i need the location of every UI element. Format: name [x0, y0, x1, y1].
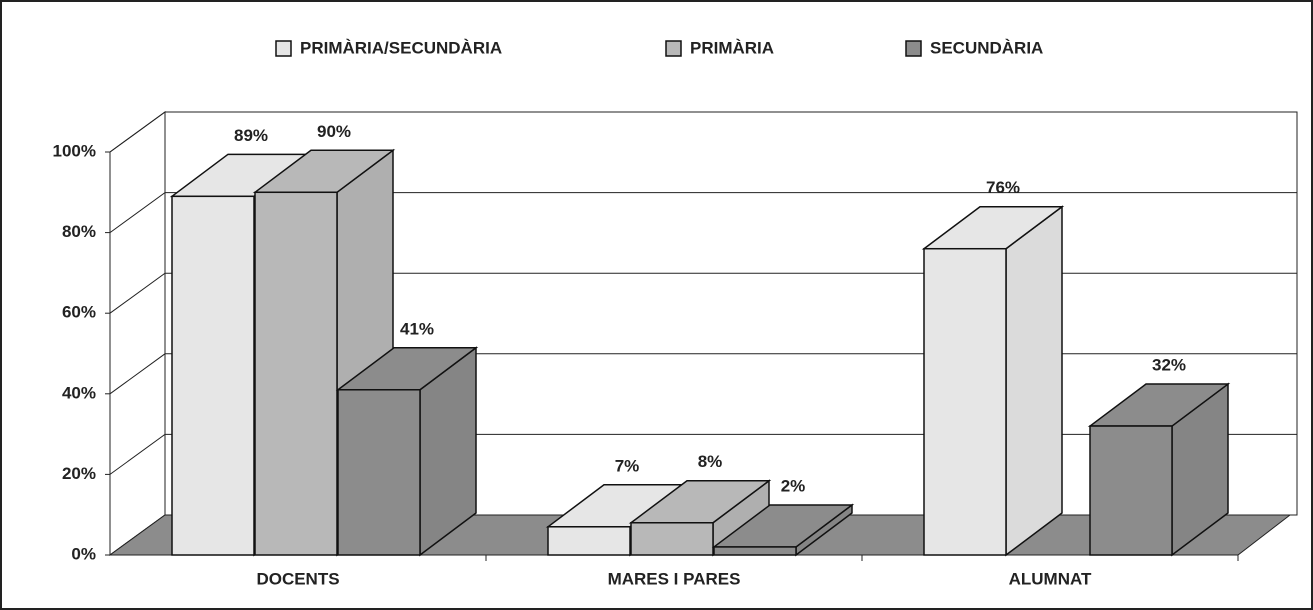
- bar-front: [1089, 425, 1173, 556]
- x-tick-label: MARES I PARES: [608, 569, 741, 588]
- bar: [335, 346, 479, 557]
- bar-front: [547, 526, 631, 556]
- data-label: 89%: [234, 126, 268, 145]
- legend-label: PRIMÀRIA: [690, 38, 774, 57]
- data-label: 41%: [400, 319, 434, 338]
- data-label: 32%: [1152, 356, 1186, 375]
- x-tick-label: DOCENTS: [256, 569, 339, 588]
- bar-front: [254, 191, 338, 556]
- bar-front: [713, 546, 797, 556]
- legend-swatch: [905, 40, 922, 57]
- bar: [711, 503, 855, 557]
- y-tick-label: 40%: [62, 383, 96, 402]
- data-label: 7%: [615, 456, 640, 475]
- y-tick-label: 80%: [62, 222, 96, 241]
- data-label: 76%: [986, 178, 1020, 197]
- bar: [1087, 382, 1231, 557]
- grid-line: [109, 433, 1297, 475]
- y-tick-label: 60%: [62, 303, 96, 322]
- bar-front: [630, 522, 714, 556]
- bar-front: [171, 195, 255, 556]
- data-label: 2%: [781, 476, 806, 495]
- y-tick-label: 0%: [71, 544, 96, 563]
- bar-front: [337, 389, 421, 556]
- bar-side: [1005, 205, 1063, 557]
- legend-swatch: [665, 40, 682, 57]
- y-tick-label: 100%: [53, 141, 96, 160]
- grid-line: [109, 272, 1297, 314]
- bar-front: [923, 247, 1007, 556]
- bar: [921, 205, 1065, 557]
- legend-label: PRIMÀRIA/SECUNDÀRIA: [300, 38, 502, 57]
- y-tick-label: 20%: [62, 464, 96, 483]
- data-label: 90%: [317, 122, 351, 141]
- x-tick-label: ALUMNAT: [1009, 569, 1092, 588]
- grid-line: [109, 192, 1297, 234]
- legend-label: SECUNDÀRIA: [930, 38, 1043, 57]
- data-label: 8%: [698, 452, 723, 471]
- grid-line: [109, 111, 1297, 153]
- side-wall: [109, 111, 166, 556]
- grid-line: [109, 353, 1297, 395]
- legend-swatch: [275, 40, 292, 57]
